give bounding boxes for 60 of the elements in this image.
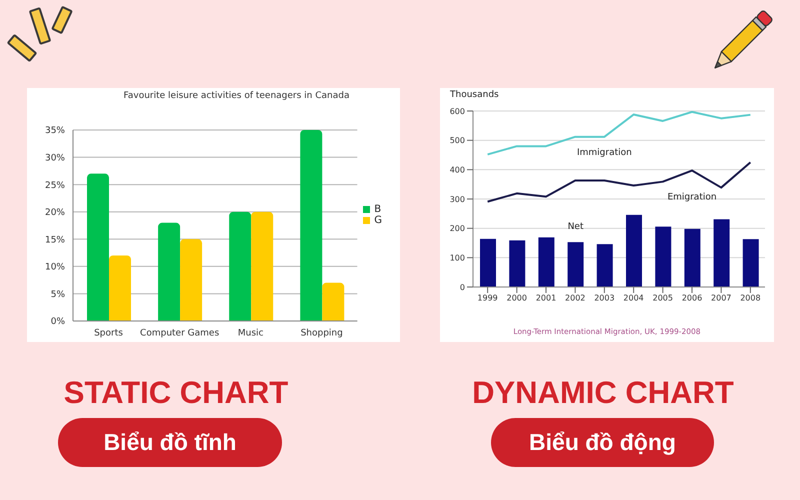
bar xyxy=(509,240,526,287)
x-tick-label: 2002 xyxy=(565,294,586,303)
chart-title: Favourite leisure activities of teenagers in Canada xyxy=(122,91,350,101)
x-tick-label: 2003 xyxy=(594,294,615,303)
legend-label: B xyxy=(374,204,382,215)
y-tick-label: 0% xyxy=(50,317,66,328)
y-tick-label: 500 xyxy=(450,136,465,146)
text: STATIC CHART xyxy=(62,374,290,412)
y-tick-label: 200 xyxy=(450,224,465,234)
x-tick-label: 2005 xyxy=(652,294,673,303)
x-tick-label: 2001 xyxy=(536,294,556,303)
bar xyxy=(251,212,274,321)
y-tick-label: 300 xyxy=(450,194,465,204)
bar xyxy=(538,237,554,287)
pill-label: Biểu đồ tĩnh xyxy=(58,418,282,467)
x-tick-label: 2008 xyxy=(740,294,761,303)
x-tick-label: Shopping xyxy=(300,328,343,338)
y-tick-label: 5% xyxy=(50,290,66,300)
bar xyxy=(229,212,252,321)
y-tick-label: 15% xyxy=(44,235,66,246)
bar xyxy=(322,282,344,321)
y-tick-label: 10% xyxy=(44,262,66,273)
x-tick-label: Computer Games xyxy=(140,328,220,338)
x-tick-label: 1999 xyxy=(477,294,498,303)
bar xyxy=(714,219,730,287)
line-series xyxy=(486,161,752,203)
pill-label: Biểu đồ động xyxy=(491,418,714,467)
y-axis-title: Thousands xyxy=(450,90,499,100)
series-label: Net xyxy=(568,222,584,232)
bar xyxy=(742,239,759,287)
bar xyxy=(158,222,180,321)
x-tick-label: 2006 xyxy=(682,294,702,303)
line-series xyxy=(486,111,752,156)
x-tick-label: Sports xyxy=(94,328,124,338)
y-tick-label: 0 xyxy=(460,282,465,292)
x-tick-label: 2000 xyxy=(506,294,527,303)
y-tick-label: 25% xyxy=(44,180,66,191)
text: DYNAMIC CHART xyxy=(471,374,735,412)
series-label: Emigration xyxy=(667,192,717,203)
x-tick-label: 2004 xyxy=(623,294,644,303)
y-tick-label: 20% xyxy=(44,208,66,218)
bar xyxy=(300,130,322,321)
bar xyxy=(655,226,672,287)
y-tick-label: 100 xyxy=(450,254,465,263)
bar xyxy=(109,256,131,321)
bar xyxy=(596,244,613,287)
bar xyxy=(568,242,584,287)
x-tick-label: Music xyxy=(238,328,264,338)
bar xyxy=(87,174,109,321)
x-tick-label: 2007 xyxy=(711,294,732,303)
bar xyxy=(626,214,642,287)
y-tick-label: 600 xyxy=(450,106,465,116)
bar xyxy=(684,228,700,287)
series-label: Immigration xyxy=(576,148,632,158)
legend-label: G xyxy=(374,215,382,226)
y-tick-label: 400 xyxy=(450,166,465,175)
y-tick-label: 35% xyxy=(44,126,66,136)
y-tick-label: 30% xyxy=(44,153,66,164)
bar xyxy=(180,239,202,321)
bar xyxy=(480,238,496,287)
